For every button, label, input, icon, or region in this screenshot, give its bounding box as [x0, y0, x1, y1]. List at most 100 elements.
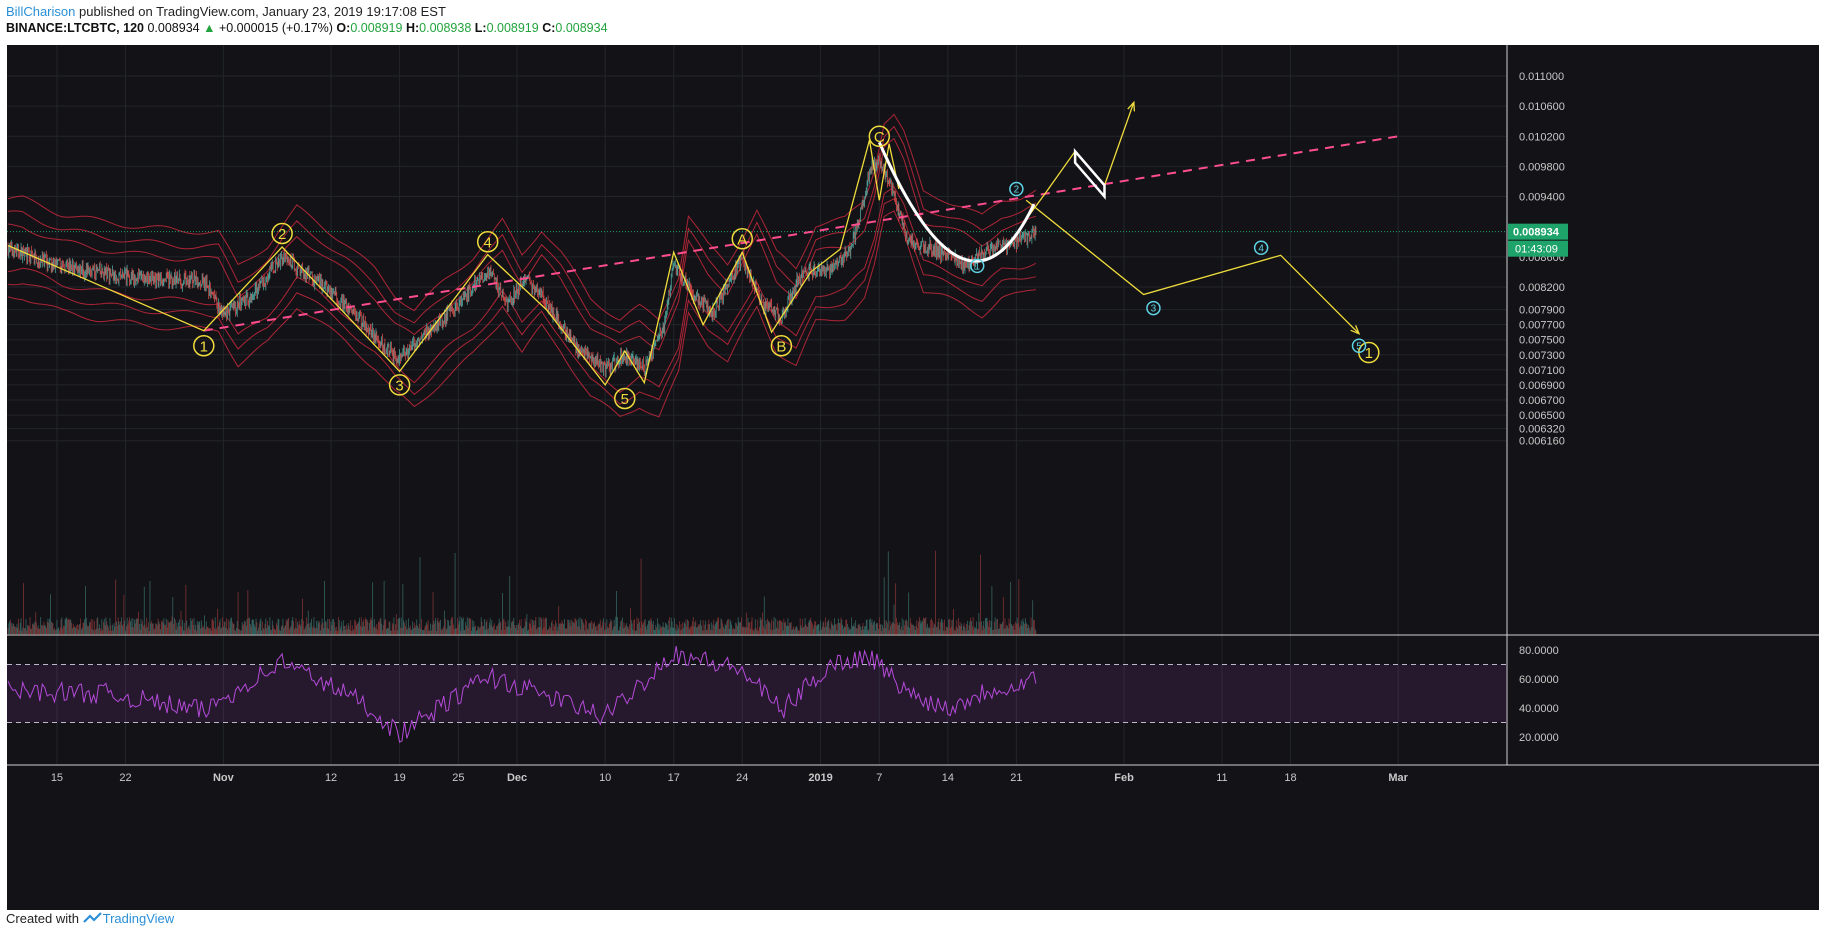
cup-pattern[interactable] [877, 141, 1036, 263]
wave-label-text: 1 [200, 338, 208, 355]
y-tick-label: 0.008200 [1519, 282, 1565, 294]
price-chart[interactable]: 0.011000 0.010600 0.010200 0.009800 0.009400… [7, 45, 1819, 910]
wave-label-text: 5 [621, 391, 629, 408]
wave-label-text: C [874, 129, 885, 146]
wave-label[interactable]: A [731, 228, 753, 250]
x-tick-label: 17 [668, 772, 680, 784]
wave-label[interactable]: 4 [1253, 240, 1269, 256]
projection-up-line[interactable] [1025, 102, 1135, 220]
wave-label[interactable]: 5 [1351, 338, 1367, 354]
low-value: 0.008919 [486, 21, 539, 35]
x-tick-label: 11 [1216, 772, 1227, 784]
tradingview-brand[interactable]: TradingView [102, 911, 175, 926]
rsi-pane [7, 664, 1507, 724]
wave-label-text: 2 [1014, 185, 1020, 196]
publish-line: BillCharison published on TradingView.co… [6, 4, 446, 19]
chart-area[interactable]: 0.011000 0.010600 0.010200 0.009800 0.009400… [7, 45, 1819, 910]
x-tick-label: 7 [876, 772, 882, 784]
timer-badge: 01:43:09 [1515, 244, 1558, 256]
trendline[interactable] [203, 135, 1399, 332]
wave-label-text: 2 [278, 226, 286, 243]
wave-label-text: B [776, 338, 786, 355]
wave-label-circle [770, 335, 793, 357]
wave-label-circle [193, 335, 215, 357]
high-label: H: [405, 21, 420, 35]
close-value: 0.008934 [555, 21, 608, 35]
grid [7, 45, 1507, 765]
created-with-label: Created with [6, 911, 79, 926]
rsi-tick-label: 60.0000 [1519, 674, 1559, 686]
wave-label[interactable]: 1 [193, 335, 215, 357]
x-tick-label: 22 [119, 772, 131, 784]
rsi-tick-label: 20.0000 [1519, 732, 1559, 744]
wave-label-circle [731, 228, 753, 250]
wave-label-text: 4 [1258, 243, 1264, 254]
arrow-head-icon [1127, 100, 1136, 112]
wave-label-circle [868, 125, 891, 148]
wave-label-circle [1146, 300, 1161, 316]
wave-label-text: 1 [1365, 345, 1373, 362]
y-tick-label: 0.007300 [1519, 350, 1565, 362]
x-tick-label: Nov [213, 772, 235, 784]
wave-label[interactable]: 2 [1009, 181, 1024, 197]
x-tick-label: Mar [1388, 772, 1408, 784]
band-lower [7, 198, 1037, 405]
wave-label-circle [388, 374, 411, 396]
wave-label[interactable]: 4 [476, 231, 499, 253]
y-tick-label: 0.006700 [1519, 395, 1565, 407]
wave-label[interactable]: 3 [388, 374, 411, 396]
band-upper [7, 125, 1037, 338]
price-badge-bg [1508, 223, 1568, 240]
x-tick-label: 2019 [808, 772, 832, 784]
wave-label[interactable]: B [770, 335, 793, 357]
x-tick-label: 24 [736, 772, 748, 784]
wave-label-circle [1351, 338, 1367, 354]
wave-label[interactable]: 3 [1146, 300, 1161, 316]
y-tick-label: 0.009400 [1519, 192, 1565, 204]
symbol-line: BINANCE:LTCBTC, 120 0.008934 ▲ +0.000015… [6, 21, 608, 35]
band-lower [7, 210, 1036, 418]
wave-label-text: 1 [974, 261, 980, 272]
y-tick-label: 0.007900 [1519, 305, 1565, 317]
wave-label[interactable]: C [868, 125, 891, 148]
rsi-line [7, 646, 1037, 743]
x-tick-label: 18 [1284, 772, 1296, 784]
x-tick-label: 15 [51, 772, 63, 784]
wave-label[interactable]: 1 [969, 258, 985, 274]
rsi-tick-label: 40.0000 [1519, 703, 1559, 715]
wave-label-text: A [737, 231, 747, 248]
projection-down-line[interactable] [1025, 199, 1360, 335]
x-tick-label: 12 [325, 772, 337, 784]
wave-label[interactable]: 5 [614, 387, 636, 410]
band-lower [7, 185, 1037, 394]
wave-label-circle [271, 222, 293, 245]
price-change: +0.000015 (+0.17%) [218, 21, 333, 35]
y-tick-label: 0.006160 [1519, 436, 1565, 448]
wave-label-text: 5 [1356, 341, 1362, 352]
rsi-band [7, 664, 1507, 723]
flag-pattern[interactable] [1073, 147, 1106, 200]
y-tick-label: 0.006500 [1519, 410, 1565, 422]
x-tick-label: 21 [1010, 772, 1022, 784]
author-link[interactable]: BillCharison [6, 4, 76, 19]
wave-label-text: 3 [395, 377, 403, 394]
y-tick-label: 0.006320 [1519, 424, 1565, 436]
wave-label[interactable]: 2 [271, 222, 293, 245]
wave-label-circle [969, 258, 985, 274]
y-tick-label: 0.010200 [1519, 131, 1565, 143]
y-tick-label: 0.007500 [1519, 335, 1565, 347]
x-tick-label: 19 [393, 772, 405, 784]
x-tick-label: Dec [507, 772, 527, 784]
y-tick-label: 0.007100 [1519, 365, 1565, 377]
wave-label-circle [614, 387, 636, 410]
x-tick-label: 10 [599, 772, 611, 784]
price-badge: 0.008934 [1513, 227, 1560, 239]
elliott-wave-line[interactable] [7, 139, 900, 387]
x-tick-label: Feb [1114, 772, 1134, 784]
arrow-head-icon [1350, 325, 1361, 335]
y-tick-label: 0.009800 [1519, 161, 1565, 173]
wave-label-circle [1009, 181, 1024, 197]
wave-label-text: 4 [484, 234, 492, 251]
y-tick-label: 0.010600 [1519, 101, 1565, 113]
wave-label-circle [1253, 240, 1269, 256]
